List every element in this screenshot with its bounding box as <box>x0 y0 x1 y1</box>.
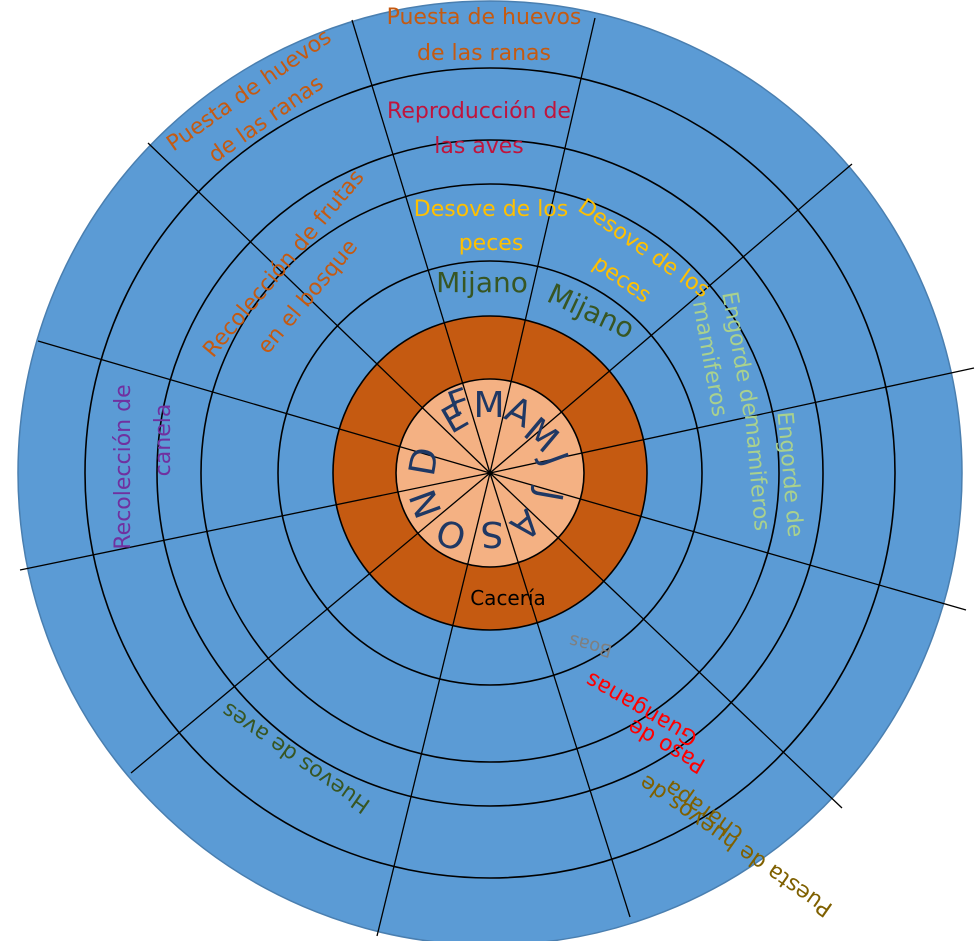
fish-a-label-1: Desove de los <box>414 197 568 222</box>
month-label: S <box>481 513 504 554</box>
hunting-label: Cacería <box>470 586 546 610</box>
divider-sse <box>489 472 631 918</box>
frogs-top-label-2: de las ranas <box>417 41 551 66</box>
divider-nw <box>147 142 491 474</box>
divider-se <box>489 472 843 809</box>
birds-label-1: Reproducción de <box>387 99 571 124</box>
cinnamon-label-2: canela <box>151 404 176 477</box>
divider-ne <box>489 17 596 474</box>
divider-ese <box>489 472 967 611</box>
ring-boundary-4 <box>277 260 703 686</box>
divider-wsw <box>19 472 491 571</box>
month-dividers <box>19 17 975 937</box>
divider-n <box>351 19 491 474</box>
divider-sw <box>130 472 491 774</box>
divider-ssw <box>376 472 491 937</box>
fish-a-label-2: peces <box>459 231 524 256</box>
ring-boundary-3 <box>200 183 780 763</box>
frogs-top-label-1: Puesta de huevos <box>387 5 582 30</box>
birds-label-2: las aves <box>434 134 524 159</box>
ring-boundary-2 <box>156 139 824 807</box>
divider-ene <box>489 163 853 474</box>
cinnamon-label-1: Recolección de <box>111 384 136 549</box>
divider-e <box>489 367 975 474</box>
month-label: M <box>473 385 504 426</box>
ring-boundary-1 <box>84 67 896 879</box>
divider-wnw <box>37 340 491 474</box>
mijano-a-label: Mijano <box>436 266 528 299</box>
